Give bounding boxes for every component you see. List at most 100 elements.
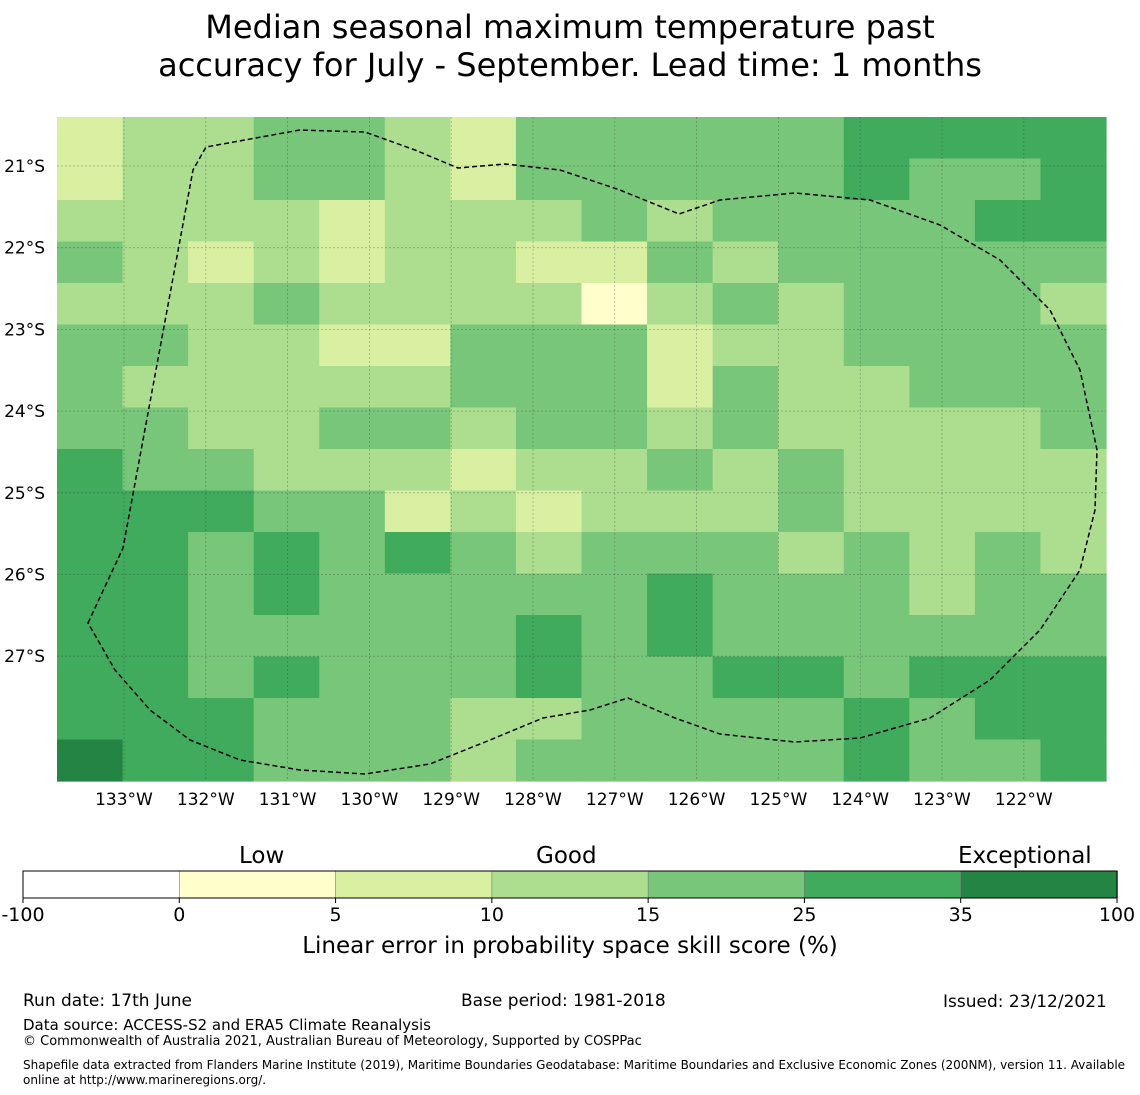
grid-cell [319,324,386,367]
grid-cell [319,117,386,160]
title-line-2: accuracy for July - September. Lead time… [158,46,982,84]
grid-cell [909,615,976,658]
grid-cell [647,283,714,326]
grid-cell [974,573,1042,616]
longitude-labels: 133°W 132°W 131°W 130°W 129°W 128°W 127°W 126°W… [95,790,1053,810]
grid-cell [974,407,1042,450]
grid-cell [253,573,320,616]
grid-cell [515,200,583,243]
grid-cell [909,324,976,367]
grid-cell [1040,532,1107,575]
grid-cell [253,200,320,243]
grid-cell [843,490,910,533]
longitude-label: 129°W [422,790,480,810]
grid-cell [57,573,124,616]
colorbar-tick-label: 0 [173,904,185,926]
grid-cell [1040,283,1107,326]
grid-cell [843,366,910,409]
grid-cell [712,615,779,658]
latitude-labels: 21°S 22°S 23°S 24°S 25°S 26°S 27°S [4,157,45,667]
grid-cell [1040,117,1107,160]
grid-cell [319,407,386,450]
title-line-1: Median seasonal maximum temperature past [205,8,935,46]
grid-cell [843,615,910,658]
grid-cell [647,117,714,160]
longitude-label: 133°W [95,790,153,810]
grid-cell [450,200,517,243]
grid-cell [122,407,189,450]
latitude-label: 22°S [4,239,45,259]
colorbar-segment [960,870,1118,899]
grid-cell [843,739,910,782]
grid-cell [909,698,976,741]
grid-cell [974,615,1042,658]
grid-cell [319,158,386,201]
grid-cell [1040,739,1107,782]
graticule [57,117,1106,781]
grid-cell [712,117,779,160]
grid-cell [843,117,910,160]
grid-cell [581,200,648,243]
grid-cell [188,241,255,284]
grid-cell [515,241,583,284]
grid-cell [974,241,1042,284]
map-title: Median seasonal maximum temperature past… [0,8,1140,84]
grid-cell [909,739,976,782]
grid-cell [515,324,583,367]
colorbar-tick-label: 100 [1099,904,1135,926]
copyright: © Commonwealth of Australia 2021, Austra… [23,1034,642,1049]
grid-cell [253,490,320,533]
grid-cell [909,117,976,160]
grid-cell [843,532,910,575]
grid-cell [581,573,648,616]
grid-cell [909,573,976,616]
grid-cell [843,158,910,201]
latitude-label: 24°S [4,402,45,422]
longitude-label: 126°W [668,790,726,810]
grid-cell [843,200,910,243]
grid-cell [253,241,320,284]
grid-cell [647,407,714,450]
longitude-label: 122°W [995,790,1053,810]
grid-cell [450,449,517,492]
grid-cell [122,739,189,782]
grid-cell [188,656,255,699]
grid-cell [712,739,779,782]
grid-cell [647,324,714,367]
grid-cell [843,324,910,367]
grid-cell [712,656,779,699]
grid-cell [1040,615,1107,658]
grid-cell [712,573,779,616]
grid-cell [450,324,517,367]
grid-cell [712,324,779,367]
grid-cell [778,449,845,492]
grid-cell [974,366,1042,409]
grid-cell [319,366,386,409]
longitude-label: 128°W [504,790,562,810]
grid-cell [253,532,320,575]
grid-cell [581,490,648,533]
grid-cell [450,366,517,409]
grid-cell [57,532,124,575]
grid-cell [384,615,451,658]
grid-cell [319,532,386,575]
grid-cell [778,283,845,326]
grid-cell [778,407,845,450]
colorbar-label: Linear error in probability space skill … [302,933,838,959]
grid-cell [647,573,714,616]
grid-cell [909,407,976,450]
grid-cell [450,490,517,533]
grid-cell [712,241,779,284]
grid-cell [909,158,976,201]
category-good: Good [536,843,597,869]
grid-cell [384,490,451,533]
grid-cell [843,283,910,326]
grid-cell [647,200,714,243]
grid-cell [581,739,648,782]
grid-cell [778,656,845,699]
grid-cell [384,573,451,616]
longitude-label: 130°W [341,790,399,810]
latitude-label: 21°S [4,157,45,177]
grid-cell [974,698,1042,741]
category-exceptional: Exceptional [958,843,1092,869]
